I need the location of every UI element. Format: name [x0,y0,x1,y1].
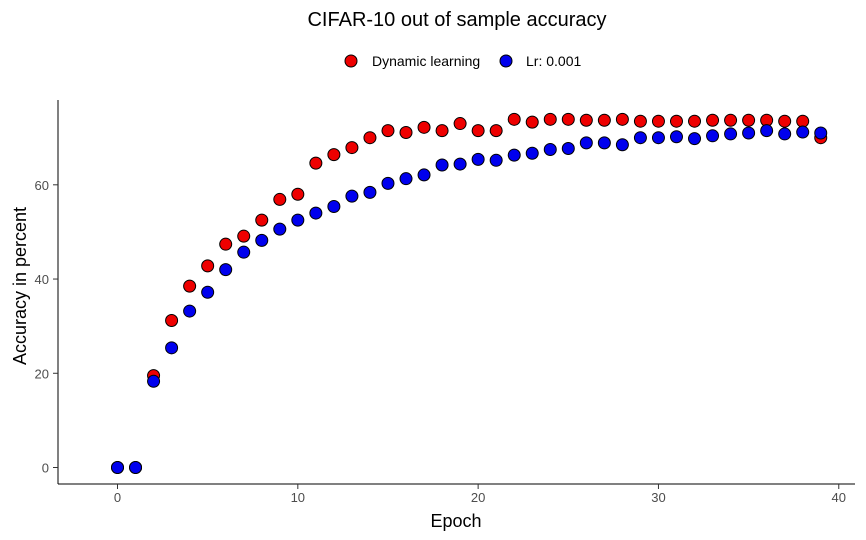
data-point [345,141,359,155]
data-point [219,263,233,277]
y-tick-label: 0 [42,461,49,476]
data-point [633,131,647,145]
x-tick-label: 20 [471,490,485,505]
y-tick-label: 60 [35,178,49,193]
data-point [489,124,503,138]
data-point [814,126,828,140]
data-point [796,125,810,139]
data-point [273,222,287,236]
data-point [742,113,756,127]
data-point [273,192,287,206]
data-point [688,114,702,128]
data-point [291,187,305,201]
data-point [778,114,792,128]
data-point [742,126,756,140]
data-point [255,233,269,247]
x-axis-title: Epoch [430,511,481,531]
data-point [724,113,738,127]
y-tick-label: 40 [35,272,49,287]
data-point [525,146,539,160]
x-tick-label: 0 [114,490,121,505]
data-point [381,176,395,190]
data-point [669,130,683,144]
x-tick-label: 10 [291,490,305,505]
data-point [201,259,215,273]
data-point [669,114,683,128]
data-point [129,461,143,475]
data-point [507,112,521,126]
data-point [417,120,431,134]
x-tick-label: 40 [832,490,846,505]
axes: 0 10 20 30 40 0 20 40 60 [35,100,855,505]
data-point [507,148,521,162]
data-point [778,127,792,141]
data-point [543,142,557,156]
data-point [183,279,197,293]
data-point [237,245,251,259]
data-point [381,124,395,138]
data-point [147,374,161,388]
series-0 [111,112,828,475]
legend-label-lr-0001: Lr: 0.001 [526,53,581,69]
legend-marker-dynamic-learning [344,54,358,68]
data-point [796,114,810,128]
data-point [237,229,251,243]
chart-title: CIFAR-10 out of sample accuracy [307,9,606,31]
data-point [165,341,179,355]
data-point [724,127,738,141]
series-1 [111,124,828,475]
data-point [255,213,269,227]
data-point [111,461,125,475]
data-points [111,112,828,475]
legend: Dynamic learning Lr: 0.001 [344,53,581,69]
data-point [201,285,215,299]
data-point [435,158,449,172]
data-point [561,142,575,156]
data-point [633,114,647,128]
data-point [471,152,485,166]
data-point [651,114,665,128]
data-point [688,132,702,146]
data-point [309,206,323,220]
data-point [345,189,359,203]
data-point [399,126,413,140]
data-point [399,172,413,186]
data-point [309,156,323,170]
data-point [327,199,341,213]
data-point [579,113,593,127]
data-point [489,153,503,167]
data-point [165,314,179,328]
data-point [417,168,431,182]
data-point [579,136,593,150]
x-tick-label: 30 [651,490,665,505]
data-point [543,112,557,126]
data-point [453,117,467,131]
data-point [291,213,305,227]
data-point [435,124,449,138]
data-point [615,138,629,152]
data-point [219,237,233,251]
data-point [706,113,720,127]
legend-marker-lr-0001 [499,54,513,68]
y-tick-label: 20 [35,366,49,381]
data-point [525,115,539,129]
data-point [597,136,611,150]
data-point [615,112,629,126]
data-point [706,129,720,143]
data-point [597,113,611,127]
data-point [183,304,197,318]
data-point [471,124,485,138]
data-point [561,112,575,126]
data-point [363,131,377,145]
y-axis-title: Accuracy in percent [10,207,30,365]
data-point [327,148,341,162]
data-point [760,124,774,138]
data-point [363,185,377,199]
legend-label-dynamic-learning: Dynamic learning [372,53,480,69]
data-point [651,131,665,145]
data-point [453,157,467,171]
